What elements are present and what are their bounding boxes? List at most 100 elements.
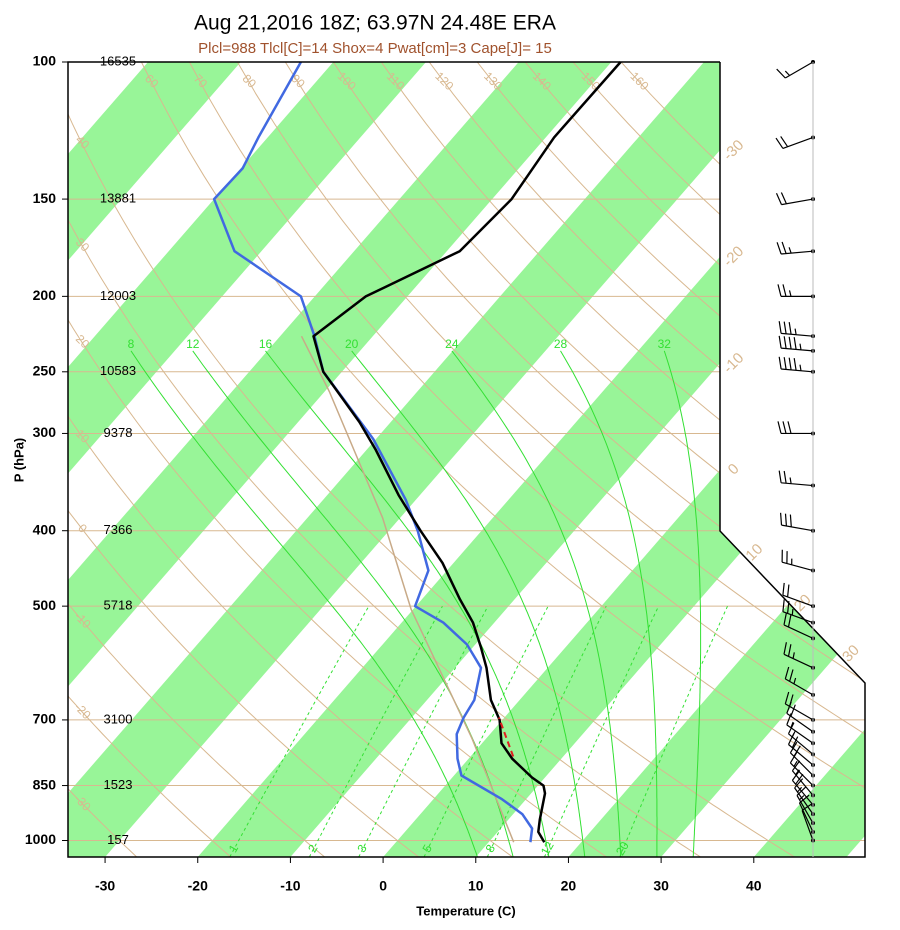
y-tick-label: 200 [33,287,57,303]
height-label: 5718 [104,598,133,613]
moist-adiabat [663,350,702,857]
mixing-ratio-line [358,605,489,857]
y-tick-label: 500 [33,597,57,613]
dry-adiabat [68,62,138,857]
wind-barb [775,192,815,206]
wind-barb-shape [784,666,814,696]
wind-barb-shape [786,701,814,733]
wind-barb [778,470,815,488]
y-tick-label: 150 [33,190,57,206]
dry-adiabat [68,62,420,857]
wind-barb-shape [783,612,814,639]
height-label: 157 [107,832,129,847]
wind-barb-shape [801,803,814,841]
wind-barb [776,60,815,79]
height-label: 1523 [104,777,133,792]
moist-adiabat-label: 28 [554,337,568,351]
x-axis-label: Temperature (C) [416,903,515,918]
wind-barb [778,321,815,339]
isotherm-label: -10 [720,350,747,377]
mixing-ratio-line [619,605,728,857]
height-label: 3100 [104,711,133,726]
isotherm-band [568,62,865,857]
dry-adiabat [68,62,795,857]
height-label: 16535 [100,53,136,68]
moist-adiabat-label: 8 [128,337,135,351]
x-tick-label: -20 [188,878,208,894]
wind-barb [780,512,815,533]
dewpoint-line [212,61,534,843]
wind-barb-shape [789,741,814,776]
plot-background [68,62,865,857]
y-tick-label: 1000 [25,831,56,847]
wind-barb-shape [781,549,814,572]
wind-barb-shape [775,192,814,206]
wind-barb-shape [775,136,814,149]
isotherm-label: 30 [839,642,863,666]
y-axis-label: P (hPa) [11,438,26,483]
wind-barb-shape [778,321,814,337]
isotherm-band [68,62,426,857]
height-label: 10583 [100,363,136,378]
y-tick-label: 250 [33,363,57,379]
height-label: 7366 [104,522,133,537]
isotherm-label: -30 [720,137,747,164]
isotherm-band [68,62,797,857]
wind-barb-shape [787,733,814,766]
moist-adiabat-label: 12 [186,337,200,351]
wind-barb-shape [798,794,814,833]
parcel-line [300,335,515,843]
moist-adiabat [351,350,586,857]
wind-barb [787,722,815,757]
wind-barb [778,335,815,353]
temperature-line [312,61,622,843]
wind-barb [787,733,815,768]
mixing-ratio-label: 12 [538,839,557,858]
dry-adiabat-label: 120 [432,69,456,93]
x-tick-label: -30 [95,878,115,894]
wind-barb-shape [796,786,814,824]
wind-barb [801,803,815,843]
wind-barb-shape [777,421,814,435]
height-label: 9378 [104,425,133,440]
wind-barb-shape [789,751,814,786]
wind-barb [796,786,815,826]
wind-barb-shape [776,61,814,79]
lcl-segment [497,717,515,757]
wind-barb-shape [777,284,814,297]
moist-adiabat [130,350,478,857]
moist-adiabat-label: 20 [345,337,359,351]
x-tick-label: 40 [746,878,762,894]
wind-barb [778,356,815,374]
wind-barb-shape [778,356,814,373]
dry-adiabat [68,62,513,857]
wind-barb-shape [778,470,814,487]
wind-barb-shape [791,770,814,806]
dry-adiabat [68,62,607,857]
wind-barb-shape [780,512,814,532]
moist-adiabat-label: 16 [259,337,273,351]
wind-barb-shape [782,582,814,607]
wind-barb [786,701,815,734]
moist-adiabat-label: 24 [445,337,459,351]
chart-title: Aug 21,2016 18Z; 63.97N 24.48E ERA [194,12,556,35]
mixing-ratio-line [423,605,549,857]
wind-barb [777,284,815,299]
height-label: 13881 [100,191,136,206]
wind-barb [776,241,815,255]
wind-barb-shape [794,778,814,815]
wind-barb [777,421,815,436]
mixing-ratio-line [308,605,443,857]
moist-adiabat [451,350,622,857]
mixing-ratio-line [543,605,660,857]
wind-barb [775,135,815,149]
x-tick-label: -10 [280,878,300,894]
dry-adiabat [236,62,865,857]
isotherm-band [68,62,612,857]
wind-barb [781,549,815,573]
x-tick-label: 20 [561,878,577,894]
dry-adiabat [380,62,865,857]
moist-adiabat [560,350,658,857]
